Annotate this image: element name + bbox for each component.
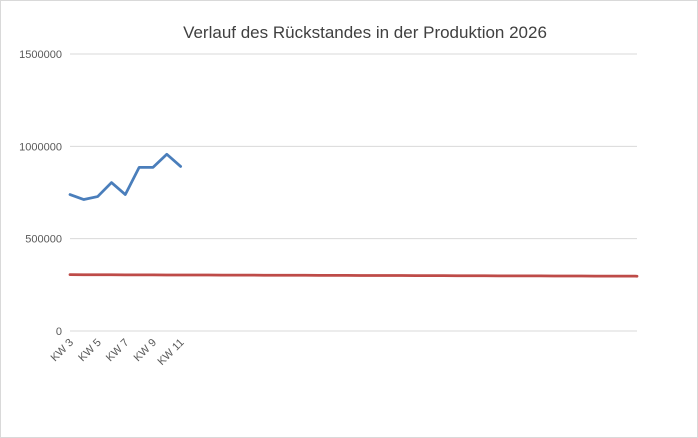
y-tick-label: 500000 <box>25 234 62 246</box>
y-tick-label: 0 <box>56 326 62 338</box>
chart-title: Verlauf des Rückstandes in der Produktio… <box>183 23 547 42</box>
y-tick-label: 1500000 <box>19 49 62 61</box>
line-series <box>68 152 183 201</box>
y-tick-label: 1000000 <box>19 141 62 153</box>
line-series <box>68 273 639 278</box>
